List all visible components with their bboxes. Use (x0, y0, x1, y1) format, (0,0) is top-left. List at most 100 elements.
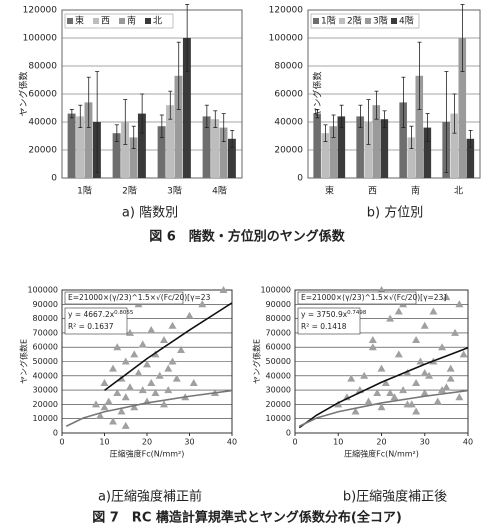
y-tick-label: 100000 (269, 34, 304, 44)
y-tick-label: 50000 (266, 357, 291, 366)
y-tick-label: 20000 (33, 400, 58, 409)
y-tick-label: 100000 (23, 34, 58, 44)
point (368, 343, 377, 351)
trend-box (64, 307, 128, 335)
bar (372, 105, 381, 178)
point (351, 407, 360, 415)
point (130, 403, 139, 411)
bar (364, 122, 372, 178)
trend-box (297, 307, 361, 335)
y-tick-label: 0 (53, 429, 58, 438)
bar (466, 138, 475, 178)
formula-box (64, 291, 184, 305)
bar (337, 116, 346, 178)
caption: a)圧縮強度補正前 (98, 489, 202, 505)
caption: 図 6 階数・方位別のヤング係数 (149, 229, 346, 245)
y-tick-label: 120000 (23, 6, 58, 16)
y-tick-label: 100000 (260, 286, 291, 295)
x-tick-label: 20 (376, 438, 386, 447)
point (198, 300, 207, 308)
bar (76, 116, 84, 178)
legend-swatch (119, 18, 125, 24)
formula: E=21000×(γ/23)^1.5×√(Fc/20)[γ=23 (68, 293, 211, 302)
point (429, 307, 438, 315)
y-tick-label: 10000 (33, 414, 58, 423)
point (334, 400, 343, 408)
y-axis-label: ヤング係数 (312, 71, 324, 116)
point (138, 386, 147, 394)
y-tick-label: 30000 (266, 386, 291, 395)
point (459, 350, 468, 358)
point (412, 378, 421, 386)
legend-swatch (339, 18, 345, 24)
legend-swatch (313, 18, 319, 24)
caption: 図 7 RC 構造計算規準式とヤング係数分布(全コア) (92, 510, 402, 526)
point (147, 378, 156, 386)
point (138, 340, 147, 348)
point (416, 357, 425, 365)
y-tick-label: 0 (286, 429, 291, 438)
point (403, 368, 412, 376)
point (442, 293, 451, 301)
point (130, 350, 139, 358)
y-tick-label: 80000 (33, 314, 58, 323)
bar (313, 113, 321, 178)
bar (67, 113, 76, 178)
y-tick-label: 40000 (28, 118, 57, 128)
y-tick-label: 60000 (266, 343, 291, 352)
plot-frame (61, 9, 243, 179)
x-tick-label: 10 (99, 438, 109, 447)
point (134, 368, 143, 376)
point (189, 378, 198, 386)
point (386, 388, 395, 396)
point (160, 336, 168, 344)
point (109, 417, 117, 425)
point (399, 386, 408, 394)
y-tick-label: 20000 (266, 400, 291, 409)
bar (174, 75, 183, 178)
y-tick-label: 20000 (28, 146, 57, 156)
bar (121, 122, 129, 178)
y-tick-label: 80000 (266, 314, 291, 323)
y-tick-label: 0 (297, 174, 303, 184)
point (160, 400, 168, 408)
point (104, 397, 113, 405)
point (390, 393, 399, 401)
bar (356, 116, 364, 178)
legend-label: 3階 (373, 16, 388, 27)
y-tick-label: 90000 (266, 300, 291, 309)
point (92, 400, 100, 408)
point (455, 300, 464, 308)
point (143, 360, 151, 368)
point (394, 350, 403, 358)
caption: b)圧縮強度補正後 (343, 489, 447, 505)
x-tick-label: 北 (454, 186, 463, 197)
bar (182, 38, 191, 178)
y-tick-label: 60000 (28, 90, 57, 100)
y-tick-label: 20000 (274, 146, 303, 156)
point (420, 388, 429, 396)
y-tick-label: 70000 (266, 328, 291, 337)
caption: b) 方位別 (367, 205, 423, 221)
bar (166, 105, 174, 178)
legend-swatch (145, 18, 151, 24)
formula: E=21000×(γ/23)^1.5×√(Fc/20)[γ=23] (301, 293, 446, 302)
point (377, 364, 386, 372)
y-axis-label: ヤング係数 (18, 71, 30, 116)
plot-frame (307, 9, 481, 179)
point (113, 343, 122, 351)
legend-swatch (365, 18, 371, 24)
legend-label: 4階 (399, 16, 414, 27)
bar (407, 137, 415, 178)
x-tick-label: 0 (59, 438, 64, 447)
point (394, 307, 403, 315)
bar (415, 75, 424, 178)
y-tick-label: 80000 (28, 62, 57, 72)
bar (129, 137, 138, 178)
legend-label: 東 (75, 15, 84, 27)
bar (202, 116, 211, 178)
legend-label: 1階 (321, 16, 336, 27)
x-tick-label: 南 (411, 185, 420, 197)
plot-frame (61, 289, 233, 434)
bar (329, 126, 338, 178)
